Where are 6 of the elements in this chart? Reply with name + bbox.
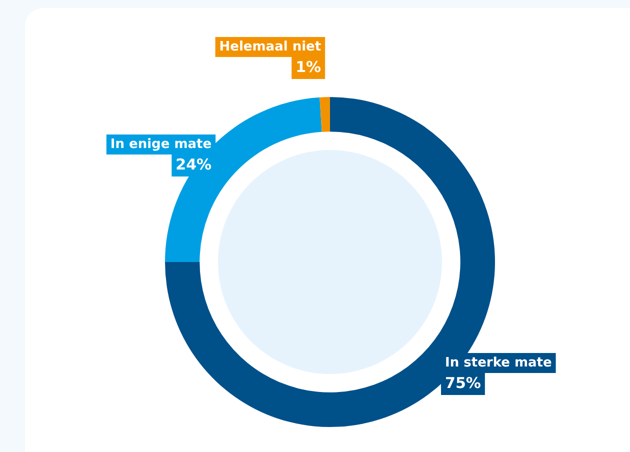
data-label: 24% — [176, 155, 212, 174]
slice-label: Helemaal niet — [219, 39, 322, 54]
data-label: 75% — [445, 374, 481, 392]
slice-label: In enige mate — [110, 136, 212, 152]
data-label: 1% — [296, 58, 322, 76]
slice-label: In sterke mate — [445, 355, 552, 370]
